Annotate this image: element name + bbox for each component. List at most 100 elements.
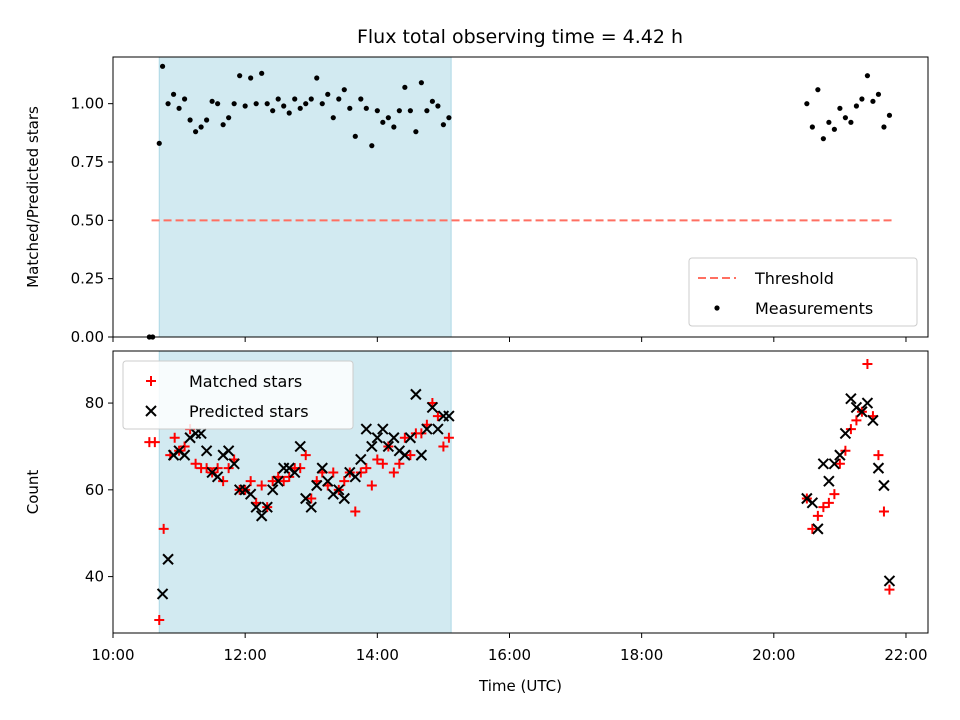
predicted-star-point bbox=[300, 492, 312, 505]
matched-star-point bbox=[405, 450, 416, 461]
matched-star-point bbox=[394, 458, 405, 469]
matched-star-point bbox=[372, 454, 383, 465]
x-tick-label: 10:00 bbox=[91, 646, 134, 664]
predicted-star-point bbox=[415, 449, 428, 461]
predicted-star-point bbox=[200, 445, 213, 457]
plot-frame bbox=[112, 56, 929, 338]
y-tick-label: 0.50 bbox=[71, 211, 104, 229]
matched-star-point bbox=[158, 523, 169, 534]
predicted-star-point bbox=[333, 484, 345, 496]
matched-star-point bbox=[873, 450, 884, 461]
measurement-point bbox=[330, 115, 336, 121]
predicted-star-point bbox=[195, 427, 207, 440]
matched-star-point bbox=[328, 467, 339, 478]
measurement-point bbox=[336, 96, 342, 102]
predicted-star-point bbox=[162, 553, 174, 565]
y-tick-label: 1.00 bbox=[71, 95, 104, 113]
measurement-point bbox=[440, 122, 447, 128]
legend-measurement-swatch bbox=[714, 305, 720, 311]
matched-star-point bbox=[878, 506, 889, 517]
measurement-point bbox=[363, 105, 369, 111]
measurement-point bbox=[281, 103, 287, 109]
predicted-star-point bbox=[432, 423, 444, 435]
measurement-point bbox=[237, 73, 243, 79]
legend-matched-swatch bbox=[146, 376, 156, 386]
measurement-point bbox=[864, 73, 871, 79]
matched-star-point bbox=[834, 458, 845, 469]
predicted-star-point bbox=[817, 458, 830, 470]
measurement-point bbox=[820, 136, 826, 142]
measurement-point bbox=[325, 91, 331, 97]
measurement-point bbox=[159, 63, 166, 69]
measurement-point bbox=[875, 91, 882, 97]
predicted-star-point bbox=[289, 466, 301, 479]
predicted-star-point bbox=[845, 393, 857, 405]
measurement-point bbox=[303, 101, 309, 107]
measurement-point bbox=[435, 103, 441, 109]
matched-star-point bbox=[432, 411, 443, 422]
measurement-point bbox=[198, 124, 204, 130]
legend-box bbox=[122, 360, 354, 430]
predicted-star-point bbox=[371, 432, 384, 444]
predicted-star-point bbox=[806, 497, 819, 509]
measurement-point bbox=[341, 87, 347, 93]
measurement-point bbox=[831, 126, 837, 132]
measurement-point bbox=[369, 143, 375, 149]
matched-star-point bbox=[361, 463, 372, 474]
measurement-point bbox=[156, 140, 162, 146]
legend-label: Measurements bbox=[755, 299, 873, 318]
measurement-point bbox=[187, 117, 193, 123]
measurement-point bbox=[402, 84, 408, 90]
matched-star-point bbox=[300, 450, 311, 461]
predicted-star-point bbox=[349, 471, 362, 483]
y-axis-label: Count bbox=[24, 470, 42, 515]
predicted-star-point bbox=[377, 423, 389, 435]
measurement-point bbox=[429, 98, 435, 104]
predicted-star-point bbox=[156, 588, 169, 600]
legend-label: Predicted stars bbox=[189, 402, 309, 421]
predicted-star-point bbox=[250, 501, 262, 513]
predicted-star-point bbox=[316, 462, 328, 474]
matched-star-point bbox=[388, 467, 399, 478]
predicted-star-point bbox=[272, 475, 284, 487]
predicted-star-point bbox=[867, 414, 879, 427]
measurement-point bbox=[308, 96, 314, 102]
measurement-point bbox=[165, 101, 171, 107]
predicted-star-point bbox=[305, 501, 317, 513]
predicted-star-point bbox=[338, 492, 350, 505]
measurement-point bbox=[248, 75, 254, 81]
measurement-point bbox=[446, 115, 452, 121]
measurement-point bbox=[275, 96, 281, 102]
measurement-point bbox=[815, 87, 821, 93]
predicted-star-point bbox=[178, 449, 191, 461]
measurement-point bbox=[170, 91, 177, 97]
x-tick-label: 20:00 bbox=[752, 646, 795, 664]
predicted-star-point bbox=[266, 484, 279, 496]
measurement-point bbox=[859, 96, 865, 102]
measurement-point bbox=[385, 115, 391, 121]
predicted-star-point bbox=[222, 445, 235, 457]
predicted-star-point bbox=[883, 575, 896, 587]
matched-star-point bbox=[377, 458, 388, 469]
predicted-star-point bbox=[382, 440, 395, 453]
matched-star-point bbox=[306, 493, 317, 504]
predicted-star-point bbox=[872, 462, 885, 474]
matched-star-point bbox=[818, 502, 829, 513]
matched-star-point bbox=[154, 614, 165, 625]
matched-star-point bbox=[812, 510, 823, 521]
measurement-point bbox=[226, 115, 232, 121]
matched-star-point bbox=[350, 506, 361, 517]
measurement-point bbox=[881, 124, 887, 130]
measurement-point bbox=[870, 98, 876, 104]
matched-star-point bbox=[807, 523, 818, 534]
measurement-point bbox=[204, 117, 210, 123]
predicted-star-point bbox=[839, 427, 852, 440]
measurement-point bbox=[418, 80, 424, 86]
predicted-star-point bbox=[812, 523, 824, 535]
predicted-star-point bbox=[211, 471, 224, 483]
measurement-point bbox=[292, 96, 298, 102]
legend-label: Threshold bbox=[754, 269, 834, 288]
shaded-span bbox=[159, 57, 452, 337]
top-panel: 0.00 0.25 0.50 0.75 1.00 Matched/Predicted st… bbox=[24, 56, 929, 346]
